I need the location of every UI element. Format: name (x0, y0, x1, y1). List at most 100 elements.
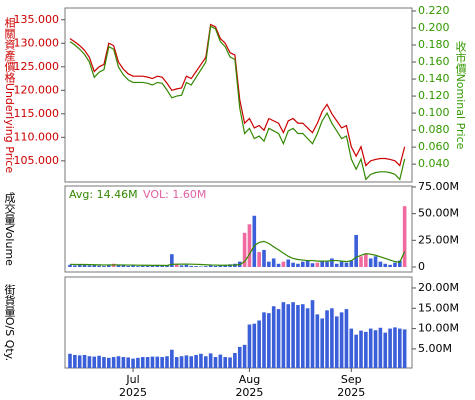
y-tick-label: 0.200 (418, 21, 450, 34)
bar (257, 320, 261, 368)
bar (242, 344, 247, 368)
bar (77, 355, 82, 368)
bar (267, 261, 271, 267)
bar (204, 356, 208, 368)
bar (325, 261, 329, 267)
y-axis-title: 街貨量O/S Qty. (3, 283, 16, 362)
bar (359, 330, 363, 368)
bar (199, 266, 203, 267)
bar (194, 266, 198, 267)
bar (281, 261, 286, 267)
bar (111, 357, 116, 368)
bar (116, 265, 121, 267)
bar (359, 256, 363, 267)
y-tick-label: 110.000 (14, 130, 60, 143)
bar (252, 215, 257, 267)
y-tick-label: 135.000 (14, 13, 60, 26)
y-tick-label: 105.000 (14, 154, 60, 167)
bar (349, 260, 354, 267)
bar (402, 206, 407, 267)
bar (247, 324, 252, 368)
bar (252, 323, 257, 368)
line (69, 25, 406, 181)
bar (354, 334, 358, 368)
bar (97, 355, 101, 368)
bar (131, 358, 135, 368)
bar (364, 331, 368, 368)
bar (145, 357, 150, 368)
bar (233, 352, 237, 368)
bar (174, 263, 179, 267)
bar (155, 356, 160, 368)
bar (330, 308, 334, 368)
bar (126, 265, 130, 267)
bar (136, 357, 140, 368)
bar (184, 355, 189, 368)
bar (189, 265, 194, 267)
y-tick-label: 125.000 (14, 60, 60, 73)
bar (170, 254, 174, 267)
y-tick-label: 0.100 (418, 106, 450, 119)
y-tick-label: 120.000 (14, 83, 60, 96)
bar (402, 329, 407, 368)
bar (82, 265, 87, 267)
y-tick-label: 25.00M (418, 233, 459, 246)
bar (378, 261, 383, 267)
y-tick-label: 0.080 (418, 123, 450, 136)
legend-label: VOL: 1.60M (143, 188, 206, 201)
bar (92, 356, 97, 368)
x-tick-label: Aug (239, 373, 260, 386)
bar (102, 357, 106, 368)
x-tick-year: 2025 (235, 386, 263, 399)
bar (291, 262, 295, 267)
bar (213, 265, 218, 267)
bar (262, 249, 266, 267)
bar (393, 262, 397, 267)
bar (320, 260, 324, 267)
bar (315, 314, 320, 368)
bar (349, 328, 354, 368)
bar (121, 264, 126, 267)
bar (92, 264, 97, 267)
bar (344, 309, 349, 368)
bar (325, 310, 329, 368)
bar (126, 357, 130, 368)
y-tick-label: 15.00M (418, 301, 459, 314)
bar (320, 318, 324, 368)
bar (330, 258, 334, 267)
x-tick-label: Sep (341, 373, 362, 386)
bar (208, 353, 213, 368)
bar (267, 313, 271, 368)
bar (145, 265, 150, 267)
bar (271, 306, 276, 368)
line (69, 240, 406, 267)
y-tick-label: 75.00M (418, 180, 459, 193)
y-tick-label: 0.120 (418, 89, 450, 102)
bar (116, 356, 121, 368)
y-axis-title: 成交量Volume (3, 192, 16, 266)
bar (73, 355, 77, 368)
bar (228, 357, 232, 368)
bar (242, 232, 247, 267)
bar (179, 356, 184, 368)
bar (388, 264, 392, 267)
bar (301, 304, 305, 368)
x-tick-year: 2025 (337, 386, 365, 399)
y-tick-label: 20.00M (418, 281, 459, 294)
bar (199, 353, 203, 368)
bar (208, 265, 213, 267)
y-tick-label: 0.160 (418, 55, 450, 68)
line (69, 23, 406, 167)
bar (237, 346, 242, 368)
bar (247, 224, 252, 267)
bar (107, 357, 111, 368)
bar (310, 263, 315, 267)
bar (373, 330, 378, 368)
y-tick-label: 5.00M (418, 342, 452, 355)
x-tick-year: 2025 (119, 386, 147, 399)
bar (296, 305, 300, 368)
bar (150, 356, 155, 368)
bar (121, 357, 126, 368)
bar (131, 265, 135, 267)
